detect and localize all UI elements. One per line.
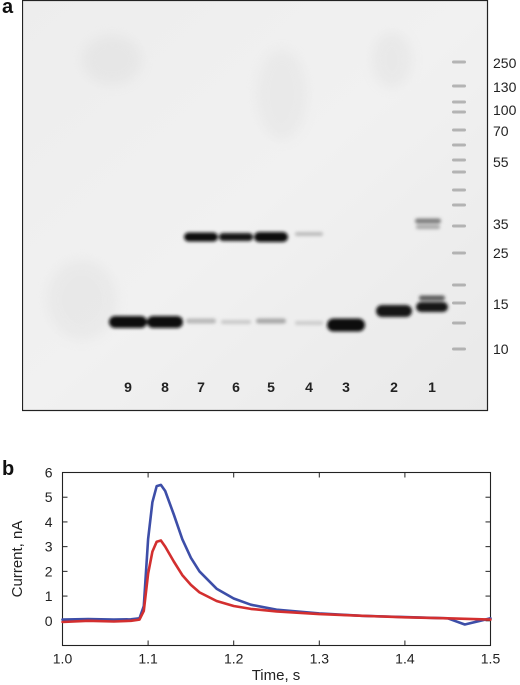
- y-tick-label: 0: [45, 613, 53, 629]
- x-tick-label: 1.5: [481, 651, 501, 667]
- gel-band: [186, 318, 216, 324]
- ladder-band: [452, 283, 466, 287]
- lane-number: 4: [305, 379, 313, 395]
- y-tick-label: 2: [45, 563, 53, 579]
- ladder-band: [452, 110, 466, 114]
- x-axis-ticks: 1.0 1.1 1.2 1.3 1.4 1.5: [53, 472, 501, 667]
- marker-label: 15: [493, 296, 509, 312]
- x-tick-label: 1.1: [138, 651, 158, 667]
- ladder-band: [452, 321, 466, 325]
- y-tick-label: 5: [45, 489, 53, 505]
- gel-band: [416, 225, 440, 229]
- ladder-band: [452, 188, 466, 192]
- ladder-band: [452, 251, 466, 255]
- ladder-band: [452, 347, 466, 351]
- lane-labels: 9 8 7 6 5 4 3 2 1: [124, 379, 436, 395]
- marker-label: 25: [493, 245, 509, 261]
- gel-band: [416, 302, 448, 312]
- marker-label: 130: [493, 79, 517, 95]
- ladder-band: [452, 100, 466, 104]
- x-axis-label: Time, s: [252, 667, 301, 684]
- gel-bands: [109, 218, 448, 332]
- marker-label: 35: [493, 216, 509, 232]
- gel-band: [295, 321, 323, 325]
- marker-label: 100: [493, 102, 517, 118]
- gel-image: 9 8 7 6 5 4 3 2 1 250 130 100 70 55 35 25 15 10: [22, 0, 517, 412]
- lane-number: 5: [267, 379, 275, 395]
- ladder-band: [452, 203, 466, 207]
- y-tick-label: 4: [45, 514, 53, 530]
- ladder-lane: [452, 60, 466, 351]
- gel-band: [221, 320, 251, 324]
- lane-number: 7: [197, 379, 205, 395]
- lane-number: 8: [161, 379, 169, 395]
- gel-band: [419, 295, 445, 301]
- x-tick-label: 1.4: [395, 651, 415, 667]
- ladder-band: [452, 84, 466, 88]
- ladder-band: [452, 158, 466, 162]
- lane-number: 2: [390, 379, 398, 395]
- gel-band: [219, 233, 253, 241]
- gel-band: [184, 232, 218, 242]
- lane-number: 3: [342, 379, 350, 395]
- gel-band: [327, 318, 365, 332]
- gel-band: [109, 316, 147, 328]
- lane-number: 6: [232, 379, 240, 395]
- marker-label: 10: [493, 341, 509, 357]
- panel-a-label: a: [2, 0, 14, 18]
- y-axis-label: Current, nA: [9, 521, 26, 598]
- series-lines: [61, 483, 492, 626]
- x-tick-label: 1.0: [53, 651, 73, 667]
- gel-band: [256, 318, 286, 324]
- lane-number: 9: [124, 379, 132, 395]
- y-tick-label: 3: [45, 539, 53, 555]
- y-axis-ticks: 0 1 2 3 4 5 6: [45, 465, 491, 629]
- marker-label: 250: [493, 55, 517, 71]
- x-tick-label: 1.2: [224, 651, 244, 667]
- y-tick-label: 1: [45, 588, 53, 604]
- marker-labels: 250 130 100 70 55 35 25 15 10: [493, 55, 517, 357]
- ladder-band: [452, 128, 466, 132]
- gel-band: [295, 232, 323, 236]
- ladder-band: [452, 60, 466, 64]
- marker-label: 70: [493, 123, 509, 139]
- series-line-2: [61, 539, 492, 624]
- x-tick-label: 1.3: [310, 651, 330, 667]
- lane-number: 1: [428, 379, 436, 395]
- current-chart: 1.0 1.1 1.2 1.3 1.4 1.5 0 1 2 3 4 5 6 Time, s Curre…: [9, 465, 501, 685]
- gel-band: [254, 232, 288, 242]
- ladder-band: [452, 224, 466, 228]
- gel-band: [147, 316, 183, 328]
- gel-band: [415, 218, 441, 224]
- ladder-band: [452, 301, 466, 305]
- gel-band: [376, 305, 412, 317]
- y-tick-label: 6: [45, 465, 53, 481]
- ladder-band: [452, 170, 466, 174]
- panel-b-label: b: [2, 458, 15, 480]
- ladder-band: [452, 143, 466, 147]
- marker-label: 55: [493, 154, 509, 170]
